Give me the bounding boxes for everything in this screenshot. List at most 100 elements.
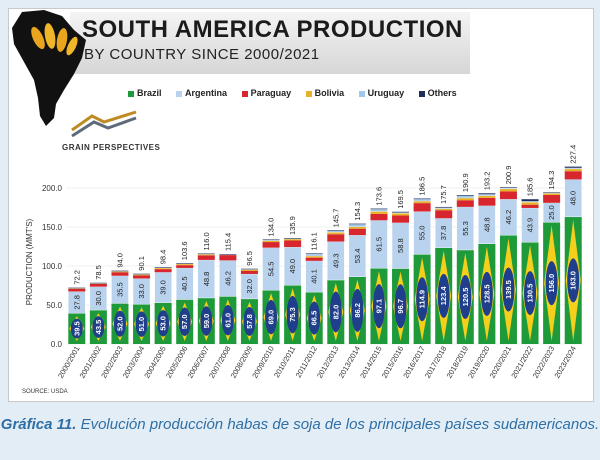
bar-segment-bolivia bbox=[284, 238, 302, 241]
data-label-argentina: 25.0 bbox=[547, 205, 556, 220]
chart-subtitle: BY COUNTRY SINCE 2000/2021 bbox=[84, 46, 320, 63]
bar-segment-others bbox=[543, 192, 561, 194]
legend-item-argentina: Argentina bbox=[176, 88, 227, 98]
data-label-total: 169.5 bbox=[396, 190, 405, 209]
bar-segment-uruguay bbox=[564, 167, 582, 170]
bar-segment-paraguay bbox=[478, 197, 496, 206]
data-label-brazil: 53.0 bbox=[159, 316, 168, 331]
legend-label: Argentina bbox=[185, 88, 228, 98]
data-label-total: 227.4 bbox=[569, 145, 578, 164]
data-label-argentina: 49.0 bbox=[288, 259, 297, 274]
bar-decoration bbox=[567, 258, 580, 303]
bar-segment-others bbox=[499, 187, 517, 188]
data-label-argentina: 61.5 bbox=[374, 237, 383, 252]
bar-decoration bbox=[524, 271, 537, 316]
legend-label: Others bbox=[427, 88, 457, 98]
bar-segment-bolivia bbox=[478, 195, 496, 198]
bar-segment-bolivia bbox=[543, 193, 561, 196]
data-label-argentina: 54.5 bbox=[267, 262, 276, 277]
data-label-brazil: 51.0 bbox=[137, 317, 146, 332]
data-label-argentina: 46.2 bbox=[504, 210, 513, 225]
data-label-argentina: 58.8 bbox=[396, 238, 405, 253]
data-label-argentina: 48.0 bbox=[569, 191, 578, 206]
bar-decoration bbox=[437, 273, 450, 318]
bar-segment-argentina bbox=[435, 218, 453, 248]
y-axis-label: PRODUCTION (MMT'S) bbox=[25, 218, 34, 305]
data-label-total: 72.2 bbox=[72, 270, 81, 285]
data-label-total: 78.5 bbox=[94, 265, 103, 280]
bar-segment-bolivia bbox=[456, 197, 474, 201]
data-label-brazil: 128.5 bbox=[482, 284, 491, 303]
data-label-brazil: 139.5 bbox=[504, 280, 513, 299]
data-label-total: 116.1 bbox=[310, 232, 319, 250]
bar-decoration bbox=[372, 284, 385, 329]
data-label-total: 200.9 bbox=[504, 166, 513, 185]
data-label-total: 94.0 bbox=[115, 253, 124, 268]
bar-segment-bolivia bbox=[521, 202, 539, 205]
legend-item-bolivia: Bolivia bbox=[305, 88, 344, 98]
bar-segment-uruguay bbox=[456, 195, 474, 199]
bar-decoration bbox=[70, 318, 83, 339]
data-label-argentina: 43.9 bbox=[526, 218, 535, 233]
bar-segment-uruguay bbox=[305, 253, 323, 257]
bar-segment-bolivia bbox=[240, 269, 258, 271]
bar-segment-uruguay bbox=[413, 198, 431, 202]
bar-segment-others bbox=[219, 253, 237, 255]
bar-segment-others bbox=[392, 211, 410, 213]
data-label-total: 154.3 bbox=[353, 202, 362, 221]
bar-segment-paraguay bbox=[564, 171, 582, 180]
bar-decoration bbox=[113, 310, 126, 337]
bar-segment-argentina bbox=[132, 278, 151, 305]
y-tick-label: 0.0 bbox=[51, 340, 63, 349]
bar-segment-others bbox=[197, 253, 215, 255]
bar-segment-paraguay bbox=[499, 191, 517, 200]
bar-segment-paraguay bbox=[392, 215, 410, 223]
bar-segment-paraguay bbox=[521, 204, 539, 208]
data-label-argentina: 30.0 bbox=[94, 291, 103, 306]
bar-segment-argentina bbox=[391, 222, 410, 269]
y-tick-label: 200.0 bbox=[42, 184, 63, 193]
bar-segment-others bbox=[521, 199, 539, 202]
bar-decoration bbox=[286, 295, 299, 334]
bar-segment-others bbox=[435, 206, 453, 208]
bar-segment-uruguay bbox=[370, 208, 388, 212]
bar-segment-uruguay bbox=[478, 194, 496, 196]
data-label-argentina: 48.8 bbox=[202, 272, 211, 287]
data-label-argentina: 55.3 bbox=[461, 221, 470, 236]
caption-text: Evolución producción habas de soja de lo… bbox=[80, 416, 600, 433]
bar-segment-paraguay bbox=[413, 203, 431, 212]
data-label-argentina: 37.8 bbox=[439, 226, 448, 241]
legend-label: Paraguay bbox=[250, 88, 292, 98]
bar-decoration bbox=[221, 304, 234, 336]
data-label-total: 135.9 bbox=[288, 216, 297, 235]
bar-decoration bbox=[459, 275, 472, 320]
data-label-argentina: 33.0 bbox=[137, 284, 146, 299]
bar-segment-others bbox=[240, 268, 258, 270]
bar-segment-others bbox=[68, 287, 86, 289]
bar-segment-paraguay bbox=[219, 255, 237, 261]
bar-segment-uruguay bbox=[435, 207, 453, 209]
data-label-brazil: 123.4 bbox=[439, 286, 448, 306]
data-label-total: 134.0 bbox=[267, 218, 276, 237]
bar-segment-paraguay bbox=[543, 195, 561, 203]
bar-segment-paraguay bbox=[133, 275, 151, 279]
data-label-total: 193.2 bbox=[482, 172, 491, 191]
bar-segment-paraguay bbox=[154, 269, 172, 273]
bar-segment-paraguay bbox=[305, 257, 323, 261]
x-tick-label: 2023/2024 bbox=[552, 345, 578, 380]
bar-decoration bbox=[416, 277, 429, 322]
bar-segment-others bbox=[478, 193, 496, 195]
grain-perspectives-logo-icon bbox=[71, 110, 137, 138]
bar-segment-uruguay bbox=[499, 187, 518, 190]
header-band bbox=[70, 12, 470, 74]
data-label-total: 90.1 bbox=[137, 256, 146, 271]
legend-item-others: Others bbox=[418, 88, 457, 98]
data-label-brazil: 163.0 bbox=[569, 271, 578, 290]
bar-segment-others bbox=[327, 230, 345, 231]
data-label-total: 115.4 bbox=[223, 233, 232, 251]
figure-caption: Gráfica 11. Evolución producción habas d… bbox=[0, 414, 600, 435]
data-label-brazil: 61.0 bbox=[223, 313, 232, 328]
bar-decoration bbox=[351, 288, 364, 332]
data-label-brazil: 52.0 bbox=[115, 316, 124, 331]
bar-segment-bolivia bbox=[435, 208, 453, 211]
